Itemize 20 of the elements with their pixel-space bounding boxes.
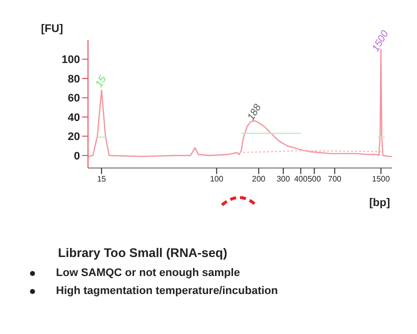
annotation: 15 bbox=[94, 74, 110, 90]
y-tick-label: 20 bbox=[68, 131, 80, 144]
x-tick-label: 300 bbox=[276, 174, 291, 184]
x-tick-label: 400 bbox=[294, 174, 308, 184]
y-tick-label: 80 bbox=[68, 73, 80, 86]
x-tick-label: 500 bbox=[308, 174, 322, 184]
y-axis-title: [FU] bbox=[41, 23, 64, 35]
y-tick-label: 60 bbox=[68, 92, 80, 105]
text: High tagmentation temperature/incubation bbox=[56, 285, 278, 297]
text: Low SAMQC or not enough sample bbox=[56, 267, 240, 279]
y-tick-label: 0 bbox=[74, 150, 80, 162]
x-tick-label: 700 bbox=[328, 174, 342, 184]
x-tick-label: 100 bbox=[210, 174, 224, 184]
text: Library Too Small (RNA-seq) bbox=[58, 246, 228, 260]
y-tick-label: 40 bbox=[68, 112, 80, 124]
x-tick-label: 15 bbox=[97, 174, 107, 184]
x-tick-label: 200 bbox=[252, 174, 266, 184]
x-tick-label: 1500 bbox=[372, 174, 390, 184]
y-tick-label: 100 bbox=[62, 54, 80, 66]
x-axis-title: [bp] bbox=[369, 197, 390, 209]
